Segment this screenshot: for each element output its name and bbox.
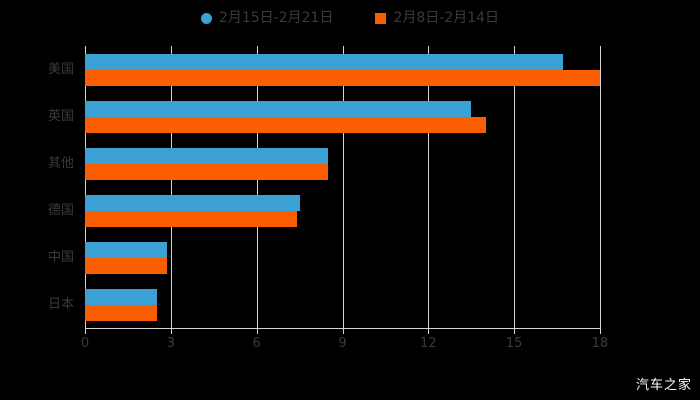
category-label: 英国 bbox=[47, 108, 74, 124]
bar[interactable] bbox=[85, 304, 157, 321]
bar[interactable] bbox=[85, 53, 563, 70]
bar[interactable] bbox=[85, 288, 157, 305]
bar[interactable] bbox=[85, 116, 486, 133]
legend-label-series-b: 2月8日-2月14日 bbox=[393, 10, 500, 26]
tick-label: 9 bbox=[338, 336, 347, 351]
legend-item-series-a[interactable]: 2月15日-2月21日 bbox=[200, 10, 334, 26]
legend-item-series-b[interactable]: 2月8日-2月14日 bbox=[375, 11, 499, 25]
category-label: 中国 bbox=[47, 249, 74, 265]
category-label: 日本 bbox=[47, 296, 74, 312]
tick-label: 18 bbox=[591, 336, 609, 351]
tick-label: 0 bbox=[80, 336, 90, 351]
bar[interactable] bbox=[85, 147, 329, 164]
value-axis-labels: 0 3 6 9 12 15 18 bbox=[0, 337, 700, 357]
tick-mark bbox=[85, 329, 86, 334]
bar[interactable] bbox=[85, 257, 167, 274]
bars-layer bbox=[85, 46, 600, 328]
plot-area bbox=[85, 46, 601, 328]
tick-mark bbox=[428, 329, 430, 334]
tick-mark bbox=[342, 329, 344, 334]
value-axis-line bbox=[85, 328, 601, 329]
bar[interactable] bbox=[85, 163, 329, 180]
tick-label: 12 bbox=[420, 336, 437, 351]
tick-label: 3 bbox=[166, 336, 175, 351]
bar[interactable] bbox=[85, 210, 297, 227]
category-label: 其他 bbox=[47, 155, 74, 171]
legend-marker-circle-icon bbox=[200, 12, 212, 24]
legend-label-series-a: 2月15日-2月21日 bbox=[218, 10, 334, 26]
tick-label: 15 bbox=[505, 336, 523, 351]
tick-mark bbox=[256, 329, 258, 334]
tick-label: 6 bbox=[252, 336, 261, 351]
watermark: 汽车之家 bbox=[635, 378, 692, 393]
category-axis: 美国英国其他德国中国日本 bbox=[0, 46, 74, 328]
legend-marker-square-icon bbox=[375, 12, 387, 24]
bar[interactable] bbox=[85, 100, 472, 117]
category-label: 美国 bbox=[47, 61, 74, 77]
tick-mark bbox=[170, 329, 172, 334]
bar[interactable] bbox=[85, 241, 167, 258]
tick-mark bbox=[514, 329, 516, 334]
category-label: 德国 bbox=[47, 202, 74, 218]
bar[interactable] bbox=[85, 69, 600, 86]
bar[interactable] bbox=[85, 194, 300, 211]
chart-legend: 2月15日-2月21日 2月8日-2月14日 bbox=[0, 6, 700, 30]
gridline bbox=[600, 46, 601, 328]
tick-mark bbox=[600, 329, 601, 334]
